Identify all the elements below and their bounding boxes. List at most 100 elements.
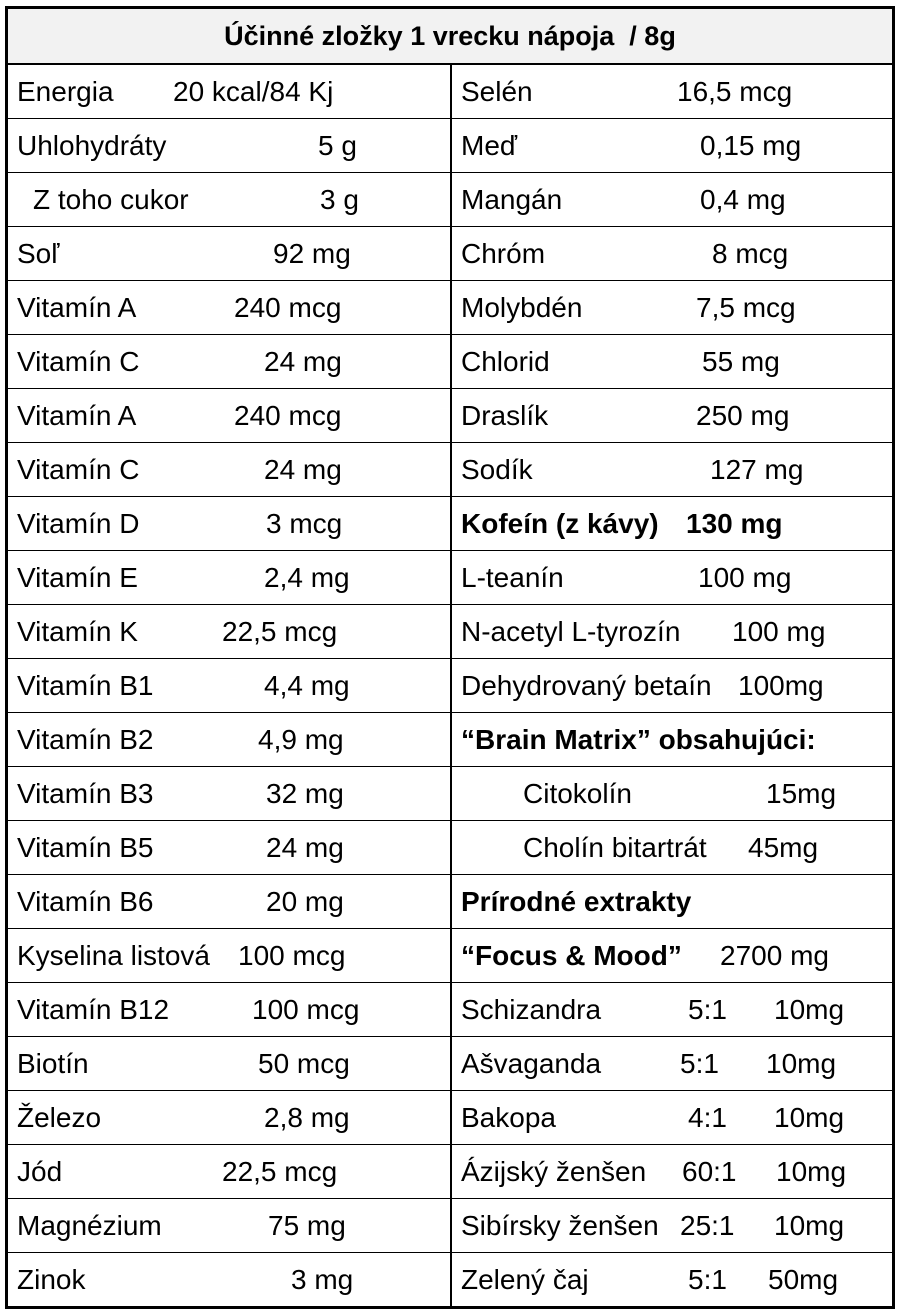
ingredient-amount: 10mg — [774, 1102, 845, 1133]
left-cell: Vitamín B3 32 mg — [8, 767, 450, 821]
right-cell: Mangán 0,4 mg — [452, 173, 892, 227]
table-row: Vitamín B5 24 mg Cholín bitartrát 45mg — [8, 821, 892, 875]
right-cell: Ázijský ženšen 60:1 10mg — [452, 1145, 892, 1199]
nutrient-amount: 24 mg — [266, 832, 344, 863]
right-cell: Schizandra 5:1 10mg — [452, 983, 892, 1037]
nutrient-name: Vitamín B3 — [17, 778, 154, 809]
right-cell: “Brain Matrix” obsahujúci: — [452, 713, 892, 767]
ingredient-amount: 0,4 mg — [700, 184, 786, 215]
left-cell: Vitamín E 2,4 mg — [8, 551, 450, 605]
left-cell: Vitamín B5 24 mg — [8, 821, 450, 875]
nutrient-amount: 22,5 mcg — [222, 1156, 338, 1187]
ingredient-name: Bakopa — [461, 1102, 556, 1133]
left-cell: Energia 20 kcal/84 Kj — [8, 65, 450, 119]
ingredient-name: Chlorid — [461, 346, 550, 377]
right-cell: Molybdén 7,5 mcg — [452, 281, 892, 335]
ingredient-name: Meď — [461, 130, 518, 161]
left-cell: Biotín 50 mcg — [8, 1037, 450, 1091]
ingredient-amount: 7,5 mcg — [696, 292, 796, 323]
column-divider — [450, 65, 452, 1306]
nutrient-amount: 24 mg — [264, 346, 342, 377]
left-cell: Vitamín C 24 mg — [8, 335, 450, 389]
left-cell: Vitamín B1 4,4 mg — [8, 659, 450, 713]
extract-ratio: 5:1 — [680, 1048, 719, 1079]
nutrient-amount: 3 mcg — [266, 508, 343, 539]
nutrient-name: Kyselina listová — [17, 940, 210, 971]
ingredient-amount: 10mg — [774, 1210, 845, 1241]
ingredient-name: Prírodné extrakty — [461, 886, 692, 917]
nutrient-name: Z toho cukor — [33, 184, 189, 215]
right-cell: Cholín bitartrát 45mg — [452, 821, 892, 875]
ingredient-amount: 100 mg — [698, 562, 792, 593]
right-cell: Zelený čaj 5:1 50mg — [452, 1253, 892, 1307]
nutrient-amount: 100 mcg — [238, 940, 346, 971]
left-cell: Vitamín B12 100 mcg — [8, 983, 450, 1037]
nutrient-name: Magnézium — [17, 1210, 162, 1241]
left-cell: Vitamín B2 4,9 mg — [8, 713, 450, 767]
nutrient-amount: 100 mcg — [252, 994, 360, 1025]
ingredient-name: Molybdén — [461, 292, 583, 323]
table-row: Vitamín B3 32 mg Citokolín 15mg — [8, 767, 892, 821]
left-cell: Vitamín A 240 mcg — [8, 281, 450, 335]
nutrient-amount: 24 mg — [264, 454, 342, 485]
ingredient-name: Ázijský ženšen — [461, 1156, 647, 1187]
nutrient-name: Vitamín E — [17, 562, 138, 593]
nutrient-amount: 3 mg — [291, 1264, 354, 1295]
nutrient-name: Energia — [17, 76, 114, 107]
table-row: Vitamín B6 20 mg Prírodné extrakty — [8, 875, 892, 929]
nutrient-name: Vitamín D — [17, 508, 140, 539]
ingredient-amount: 8 mcg — [712, 238, 789, 269]
extract-ratio: 5:1 — [688, 1264, 727, 1295]
ingredient-name: Dehydrovaný betaín — [461, 670, 712, 701]
table-row: Železo 2,8 mg Bakopa 4:1 10mg — [8, 1091, 892, 1145]
right-cell: N-acetyl L-tyrozín 100 mg — [452, 605, 892, 659]
nutrient-name: Biotín — [17, 1048, 89, 1079]
ingredient-amount: 16,5 mcg — [677, 76, 793, 107]
ingredient-name: Sibírsky ženšen — [461, 1210, 659, 1241]
right-cell: Chróm 8 mcg — [452, 227, 892, 281]
ingredient-amount: 100mg — [738, 670, 824, 701]
table-row: Vitamín K 22,5 mcg N-acetyl L-tyrozín 100 m… — [8, 605, 892, 659]
nutrient-amount: 75 mg — [268, 1210, 346, 1241]
table-title: Účinné zložky 1 vrecku nápoja / 8g — [8, 9, 892, 65]
ingredient-amount: 15mg — [766, 778, 837, 809]
ingredient-amount: 130 mg — [686, 508, 783, 539]
right-cell: “Focus & Mood” 2700 mg — [452, 929, 892, 983]
ingredient-name: N-acetyl L-tyrozín — [461, 616, 681, 647]
table-row: Vitamín A 240 mcg Draslík 250 mg — [8, 389, 892, 443]
ingredient-name: Selén — [461, 76, 533, 107]
nutrient-name: Vitamín A — [17, 292, 137, 323]
right-cell: Bakopa 4:1 10mg — [452, 1091, 892, 1145]
extract-ratio: 25:1 — [680, 1210, 735, 1241]
ingredient-amount: 50mg — [768, 1264, 839, 1295]
left-cell: Z toho cukor 3 g — [8, 173, 450, 227]
extract-ratio: 60:1 — [682, 1156, 737, 1187]
nutrient-name: Jód — [17, 1156, 63, 1187]
table-row: Energia 20 kcal/84 Kj Selén 16,5 mcg — [8, 65, 892, 119]
extract-ratio: 5:1 — [688, 994, 727, 1025]
left-cell: Vitamín D 3 mcg — [8, 497, 450, 551]
nutrient-amount: 3 g — [320, 184, 359, 215]
nutrient-amount: 2,8 mg — [264, 1102, 350, 1133]
left-cell: Magnézium 75 mg — [8, 1199, 450, 1253]
ingredient-amount: 0,15 mg — [700, 130, 802, 161]
ingredient-name: Kofeín (z kávy) — [461, 508, 659, 539]
right-cell: Kofeín (z kávy) 130 mg — [452, 497, 892, 551]
nutrient-name: Vitamín C — [17, 346, 140, 377]
ingredient-name: Cholín bitartrát — [523, 832, 707, 863]
nutrient-name: Zinok — [17, 1264, 86, 1295]
left-cell: Uhlohydráty 5 g — [8, 119, 450, 173]
ingredient-name: Citokolín — [523, 778, 632, 809]
nutrient-amount: 20 mg — [266, 886, 344, 917]
ingredient-name: Schizandra — [461, 994, 602, 1025]
nutrient-amount: 22,5 mcg — [222, 616, 338, 647]
table-row: Kyselina listová 100 mcg “Focus & Mood” 270… — [8, 929, 892, 983]
right-cell: Meď 0,15 mg — [452, 119, 892, 173]
ingredient-name: “Focus & Mood” — [461, 940, 682, 971]
ingredient-name: “Brain Matrix” obsahujúci: — [461, 724, 816, 755]
ingredients-table: Účinné zložky 1 vrecku nápoja / 8g Energ… — [5, 6, 895, 1309]
ingredient-amount: 10mg — [774, 994, 845, 1025]
nutrient-name: Vitamín K — [17, 616, 138, 647]
nutrient-name: Železo — [17, 1102, 102, 1133]
left-cell: Železo 2,8 mg — [8, 1091, 450, 1145]
